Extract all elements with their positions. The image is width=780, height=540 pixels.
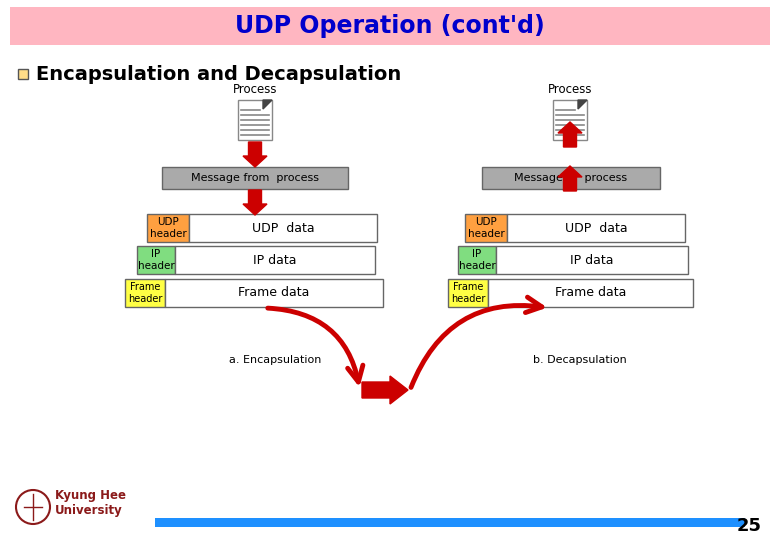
Text: Message from  process: Message from process (191, 173, 319, 183)
Text: Process: Process (548, 83, 592, 96)
Bar (10, 7, 770, 45)
Bar (162, 167, 348, 189)
Polygon shape (558, 166, 582, 191)
Text: Frame data: Frame data (555, 287, 626, 300)
Bar (125, 279, 165, 307)
Text: a. Encapsulation: a. Encapsulation (229, 355, 321, 365)
Text: Process: Process (232, 83, 277, 96)
Text: Message to  process: Message to process (515, 173, 628, 183)
Polygon shape (362, 376, 408, 404)
Bar (488, 279, 693, 307)
Bar (165, 279, 383, 307)
Text: 25: 25 (737, 517, 762, 535)
Bar (553, 100, 587, 140)
Bar (189, 214, 377, 242)
Text: b. Decapsulation: b. Decapsulation (533, 355, 627, 365)
Text: Encapsulation and Decapsulation: Encapsulation and Decapsulation (36, 64, 401, 84)
Text: UDP Operation (cont'd): UDP Operation (cont'd) (235, 14, 545, 38)
Text: UDP  data: UDP data (565, 221, 627, 234)
Polygon shape (263, 100, 272, 109)
Polygon shape (578, 100, 587, 109)
Text: Kyung Hee
University: Kyung Hee University (55, 489, 126, 517)
Bar (496, 246, 688, 274)
Text: IP data: IP data (570, 253, 614, 267)
Text: Frame
header: Frame header (451, 282, 485, 304)
Bar (137, 246, 175, 274)
Text: Frame data: Frame data (239, 287, 310, 300)
Text: Frame
header: Frame header (128, 282, 162, 304)
Bar (507, 214, 685, 242)
Text: IP
header: IP header (459, 249, 495, 271)
Bar (18, 69, 28, 79)
Bar (448, 279, 488, 307)
Polygon shape (243, 190, 267, 215)
Bar (458, 246, 496, 274)
Text: IP
header: IP header (137, 249, 175, 271)
Text: UDP  data: UDP data (252, 221, 314, 234)
Bar (465, 214, 507, 242)
Bar (155, 518, 745, 527)
Text: UDP
header: UDP header (150, 217, 186, 239)
Bar (175, 246, 375, 274)
Text: IP data: IP data (254, 253, 296, 267)
Bar (147, 214, 189, 242)
Text: UDP
header: UDP header (468, 217, 505, 239)
Bar (482, 167, 660, 189)
Polygon shape (243, 142, 267, 167)
Polygon shape (558, 122, 582, 147)
Bar (238, 100, 272, 140)
